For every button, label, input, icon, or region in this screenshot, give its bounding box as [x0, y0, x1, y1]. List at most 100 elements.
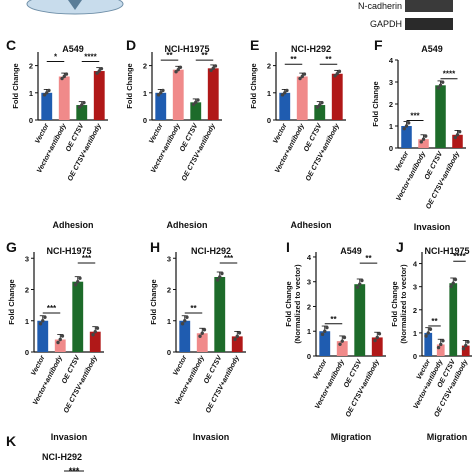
- data-point: [194, 100, 198, 105]
- panel-letter: H: [150, 239, 160, 255]
- bar-oe: [435, 85, 446, 148]
- bar-vector: [424, 332, 433, 356]
- data-point: [451, 281, 455, 285]
- bar-oe-antibody: [452, 134, 463, 148]
- panel-letter: J: [396, 239, 404, 255]
- significance-label: ***: [224, 254, 234, 263]
- y-tick-label: 4: [307, 253, 312, 262]
- y-axis-label-line: (Normalized to vector): [399, 264, 408, 344]
- bar-oe-antibody: [89, 331, 101, 352]
- data-point: [325, 325, 329, 330]
- data-point: [375, 335, 379, 340]
- data-point: [436, 345, 441, 350]
- data-point: [466, 340, 470, 344]
- y-tick-label: 3: [413, 283, 417, 292]
- data-point: [453, 277, 458, 282]
- data-point: [185, 315, 189, 319]
- bar-oe-antibody: [93, 71, 105, 120]
- x-axis-label: Invasion: [193, 432, 230, 442]
- data-point: [424, 134, 428, 138]
- x-axis-label: Adhesion: [166, 220, 207, 230]
- data-point: [455, 133, 460, 137]
- data-point: [58, 337, 62, 342]
- panel-title: A549: [421, 44, 443, 54]
- y-tick-label: 1: [29, 89, 33, 98]
- bar-oe: [72, 281, 84, 352]
- data-point: [461, 347, 466, 351]
- data-point: [215, 278, 220, 282]
- data-point: [438, 83, 443, 88]
- y-tick-label: 1: [307, 327, 311, 336]
- y-tick-label: 1: [143, 89, 147, 98]
- significance-label: ****: [443, 70, 456, 79]
- bar-vector-antibody: [172, 69, 184, 120]
- y-axis-label: Fold Change(Normalized to vector): [390, 264, 408, 344]
- bar-oe: [76, 105, 88, 120]
- data-point: [360, 278, 364, 283]
- significance-label: **: [290, 55, 297, 64]
- data-point: [320, 332, 325, 337]
- data-point: [82, 100, 86, 105]
- bar-vector: [41, 92, 53, 120]
- bar-vector: [179, 320, 191, 352]
- y-tick-label: 0: [307, 352, 311, 361]
- y-tick-label: 0: [389, 144, 393, 153]
- significance-label: **: [201, 51, 208, 60]
- panel-title: NCI-H1975: [164, 44, 209, 54]
- significance-label: **: [166, 51, 173, 60]
- data-point: [315, 105, 320, 109]
- x-axis-label: Invasion: [414, 222, 451, 232]
- data-point: [77, 105, 82, 109]
- data-point: [338, 342, 342, 346]
- data-point: [64, 72, 69, 76]
- panel-title: NCI-H1975: [424, 246, 469, 256]
- significance-label: **: [431, 317, 438, 326]
- y-axis-label-line: Fold Change: [371, 81, 380, 126]
- data-point: [424, 334, 428, 338]
- significance-label: *: [54, 53, 58, 62]
- data-point: [426, 331, 430, 335]
- y-axis-label-line: Fold Change: [249, 63, 258, 108]
- y-tick-label: 2: [167, 286, 171, 295]
- data-point: [178, 65, 183, 70]
- bar-oe-antibody: [331, 73, 343, 120]
- y-tick-label: 3: [167, 254, 171, 263]
- y-axis-label: Fold Change: [11, 63, 20, 108]
- y-axis-label: Fold Change(Normalized to vector): [284, 264, 302, 344]
- data-point: [300, 74, 304, 79]
- data-point: [60, 334, 65, 338]
- data-point: [176, 67, 180, 72]
- y-tick-label: 3: [389, 78, 393, 87]
- data-point: [156, 93, 161, 97]
- y-axis-label-line: Fold Change: [390, 281, 399, 326]
- bar-oe-antibody: [207, 68, 219, 120]
- data-point: [220, 271, 224, 276]
- y-axis-label: Fold Change: [125, 63, 134, 108]
- data-point: [38, 322, 43, 326]
- data-point: [209, 68, 213, 73]
- x-tick-label: Vector: [312, 358, 329, 381]
- data-point: [402, 126, 406, 131]
- x-tick-label: Vector: [34, 122, 51, 145]
- x-tick-label: OE CTSV+antibody: [345, 358, 382, 419]
- data-point: [200, 331, 204, 335]
- y-tick-label: 2: [389, 100, 393, 109]
- data-point: [280, 93, 285, 97]
- data-point: [421, 137, 426, 141]
- bar-vector-antibody: [196, 333, 208, 352]
- data-point: [323, 329, 327, 333]
- panel-letter-k: K: [6, 433, 16, 449]
- bar-vector-antibody: [54, 339, 66, 352]
- data-point: [161, 88, 165, 93]
- significance-label: ***: [410, 112, 420, 121]
- panel-i: I A549 0 1 2 3 4 Fold Change(Normalized to vect…: [284, 239, 386, 442]
- data-point: [76, 279, 80, 284]
- data-point: [419, 140, 423, 144]
- significance-label: **: [190, 304, 197, 313]
- data-point: [91, 332, 95, 337]
- y-tick-label: 1: [167, 317, 171, 326]
- y-tick-label: 4: [413, 260, 418, 269]
